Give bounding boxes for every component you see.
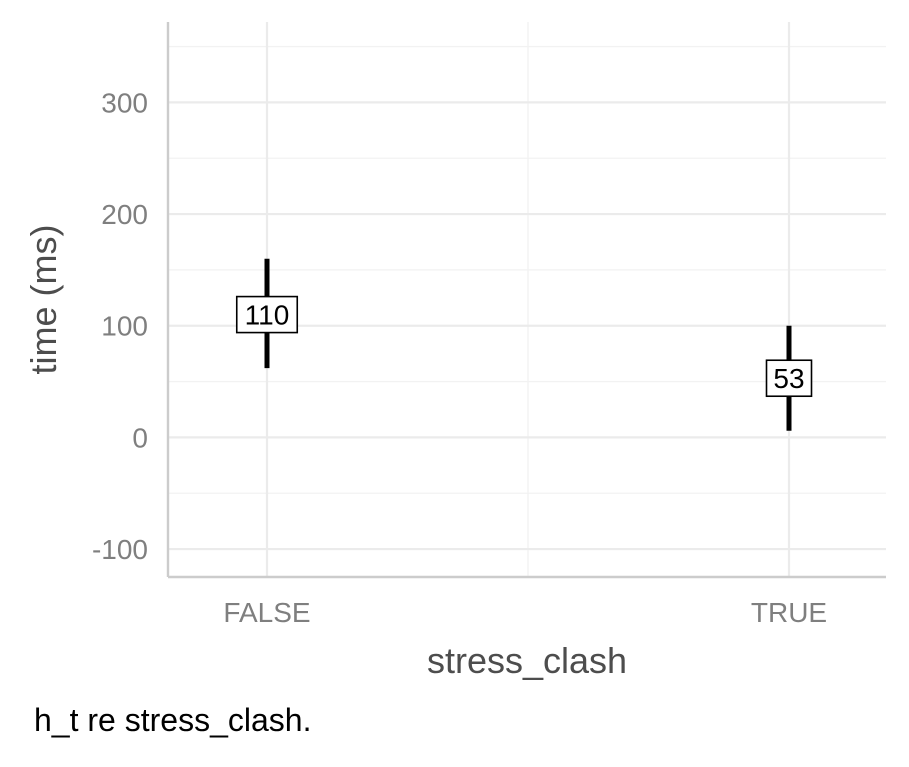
y-tick-label: 200 <box>101 199 148 230</box>
figure-caption: h_t re stress_clash. <box>34 702 312 738</box>
x-tick-labels: FALSE TRUE <box>223 597 827 628</box>
x-tick-label: TRUE <box>751 597 827 628</box>
value-label: 110 <box>245 300 290 331</box>
y-axis-title: time (ms) <box>23 225 64 375</box>
value-label-box <box>765 359 813 398</box>
data-marks: 110 53 <box>235 258 813 431</box>
axes <box>166 22 886 579</box>
chart: -100 0 100 200 300 FALSE TRUE 110 53 stress_cl… <box>23 22 886 681</box>
minor-gridlines <box>168 22 886 577</box>
x-tick-label: FALSE <box>223 597 310 628</box>
y-tick-label: 100 <box>101 311 148 342</box>
x-axis-title: stress_clash <box>427 640 627 681</box>
value-label: 53 <box>773 363 804 394</box>
major-gridlines <box>168 22 886 577</box>
y-tick-labels: -100 0 100 200 300 <box>92 87 148 565</box>
value-label-box <box>235 295 299 334</box>
y-tick-label: 300 <box>101 87 148 118</box>
y-tick-label: -100 <box>92 534 148 565</box>
y-tick-label: 0 <box>132 422 148 453</box>
